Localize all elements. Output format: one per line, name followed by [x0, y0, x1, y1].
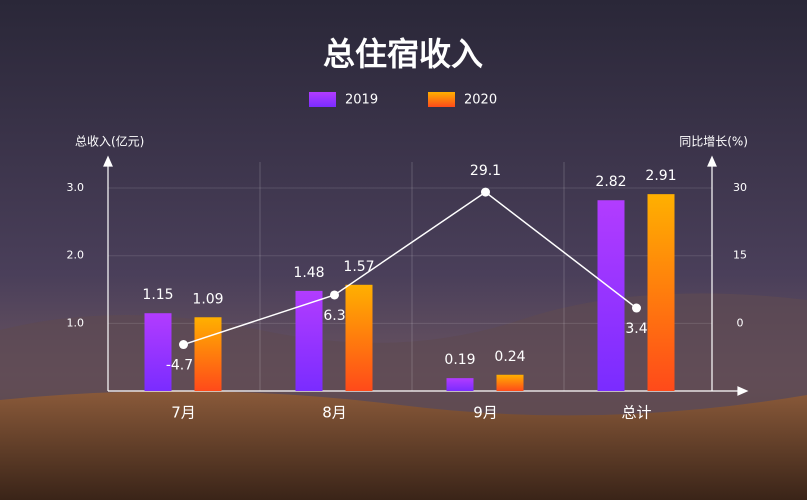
line-label: 29.1 — [470, 163, 501, 179]
line-point — [179, 340, 188, 350]
legend-swatch — [428, 92, 455, 107]
line-point — [330, 290, 339, 300]
y2-tick-label: 15 — [733, 249, 747, 262]
bar — [144, 313, 172, 391]
y2-tick-label: 30 — [733, 181, 747, 194]
y2-axis-title: 同比增长(%) — [679, 135, 748, 149]
category-dividers — [259, 162, 565, 391]
line — [183, 191, 637, 346]
x-tick-label: 7月 — [171, 404, 196, 422]
data-label: 2.91 — [645, 168, 676, 184]
chart-title: 总住宿收入 — [323, 35, 483, 73]
x-tick-label: 8月 — [322, 404, 347, 422]
data-label: 1.48 — [293, 265, 324, 281]
legend-label: 2020 — [464, 93, 497, 108]
data-label: 2.82 — [595, 174, 626, 190]
y-tick-label: 2.0 — [67, 249, 85, 262]
data-label: 0.19 — [444, 352, 475, 368]
data-label: 1.09 — [192, 291, 223, 307]
y-axis-arrow — [103, 155, 113, 167]
y-tick-label: 3.0 — [67, 181, 85, 194]
line-label: 3.4 — [625, 321, 647, 337]
bar — [647, 194, 675, 391]
x-tick-label: 9月 — [473, 404, 498, 422]
legend-swatch — [309, 92, 336, 107]
x-axis-arrow — [737, 386, 749, 396]
legend-label: 2019 — [345, 93, 378, 108]
line-point — [632, 303, 641, 313]
bar — [295, 290, 323, 391]
dunes — [0, 391, 807, 500]
data-label: 1.15 — [142, 287, 173, 303]
bar — [194, 317, 222, 391]
bar — [446, 378, 474, 391]
y-axis-title: 总收入(亿元) — [75, 134, 144, 149]
data-label: 0.24 — [494, 349, 525, 365]
data-label: 1.57 — [343, 259, 374, 275]
y-tick-label: 1.0 — [67, 316, 85, 329]
y2-tick-label: 0 — [737, 316, 744, 329]
line-point — [481, 187, 490, 197]
x-tick-label: 总计 — [621, 404, 651, 422]
y2-axis-arrow — [707, 155, 717, 167]
bar — [345, 284, 373, 391]
bar — [496, 374, 524, 391]
line-label: 6.3 — [323, 308, 345, 324]
line-label: -4.7 — [166, 358, 193, 374]
